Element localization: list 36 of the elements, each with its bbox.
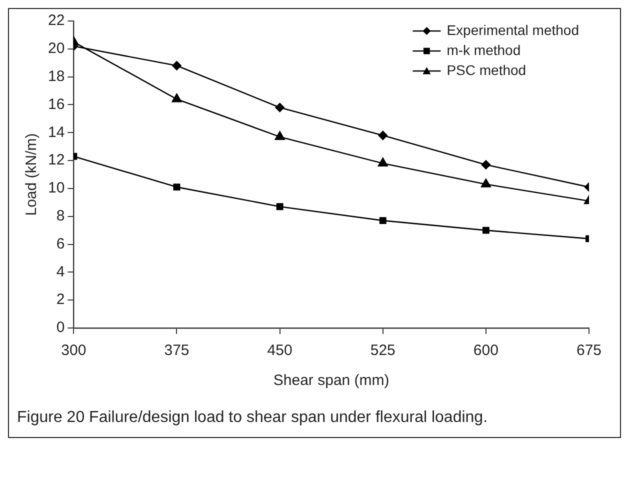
point bbox=[172, 61, 182, 70]
y-tick-label: 4 bbox=[56, 263, 65, 280]
caption: Figure 20 Failure/design load to shear span under flexural loading. bbox=[16, 408, 489, 428]
point bbox=[276, 203, 284, 210]
point bbox=[480, 178, 491, 188]
point bbox=[274, 131, 285, 140]
y-tick-label: 0 bbox=[56, 319, 65, 336]
point bbox=[275, 102, 284, 112]
x-tick-label: 600 bbox=[473, 342, 498, 360]
x-tick-label: 525 bbox=[370, 342, 396, 360]
point bbox=[378, 130, 388, 140]
point bbox=[173, 184, 180, 191]
point bbox=[481, 160, 491, 170]
y-tick-label: 22 bbox=[48, 12, 65, 30]
y-tick-label: 16 bbox=[48, 96, 65, 113]
y-tick-label: 6 bbox=[56, 235, 65, 252]
point bbox=[482, 226, 490, 234]
y-tick-label: 20 bbox=[48, 40, 65, 58]
y-tick-label: 8 bbox=[56, 208, 65, 225]
legend-label: Experimental method bbox=[446, 22, 580, 38]
y-tick-label: 2 bbox=[56, 291, 65, 308]
x-tick-label: 300 bbox=[61, 342, 86, 360]
y-tick-label: 14 bbox=[48, 124, 65, 141]
point bbox=[378, 158, 388, 166]
x-tick-label: 450 bbox=[267, 342, 292, 360]
y-axis-title: Load (kN/m) bbox=[23, 133, 40, 216]
x-tick-label: 375 bbox=[164, 342, 190, 360]
x-axis-title: Shear span (mm) bbox=[273, 372, 390, 390]
x-tick-label: 675 bbox=[576, 342, 602, 360]
y-tick-label: 12 bbox=[48, 152, 65, 169]
legend-label: m-k method bbox=[446, 42, 521, 58]
y-tick-label: 18 bbox=[48, 68, 65, 85]
legend-label: PSC method bbox=[446, 62, 526, 78]
point bbox=[172, 93, 182, 102]
point bbox=[379, 217, 386, 224]
y-tick-label: 10 bbox=[48, 180, 65, 197]
